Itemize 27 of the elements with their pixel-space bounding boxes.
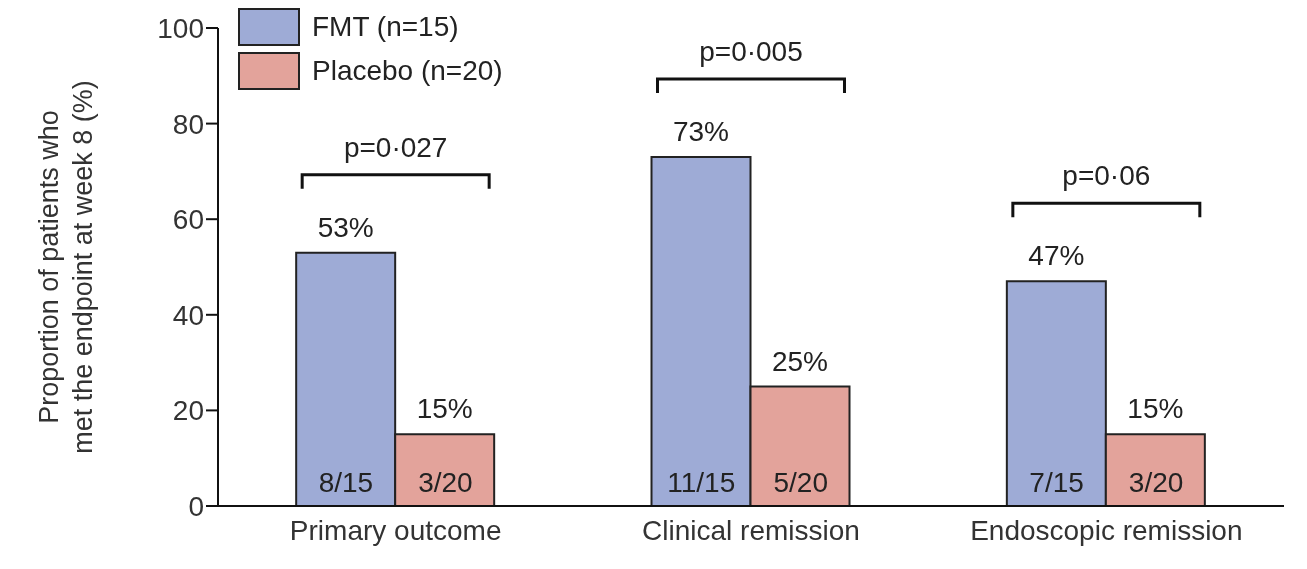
y-tick-label: 80 [172,108,204,140]
annotation: p=0·06 [1062,160,1151,192]
data-label: 15% [1127,393,1184,425]
annotation: 5/20 [773,467,828,498]
x-tick-label: Clinical remission [642,514,860,546]
legend-label: FMT (n=15) [312,11,459,43]
data-label: 25% [771,345,829,377]
y-tick-label: 100 [157,12,204,44]
y-axis-title: Proportion of patients who met the endpoint at week 8 (%) [34,80,98,454]
y-tick-label: 20 [172,395,204,427]
data-label: 73% [672,116,730,148]
x-tick-label: Primary outcome [289,514,502,546]
annotation: 3/20 [1128,467,1184,498]
data-label: 53% [317,211,374,243]
data-label: 15% [416,393,473,425]
annotation: 11/15 [667,467,736,498]
annotation: 8/15 [318,467,374,498]
annotation: 7/15 [1029,467,1084,498]
legend-label: Placebo (n=20) [312,55,503,87]
y-tick-label: 0 [188,490,204,522]
annotation: p=0·027 [343,131,448,163]
x-tick-label: Endoscopic remission [970,514,1243,546]
data-label: 47% [1028,240,1085,272]
annotation: 3/20 [418,467,473,498]
y-tick-label: 40 [172,299,204,331]
annotation: p=0·005 [699,36,803,68]
y-tick-label: 60 [172,204,204,236]
